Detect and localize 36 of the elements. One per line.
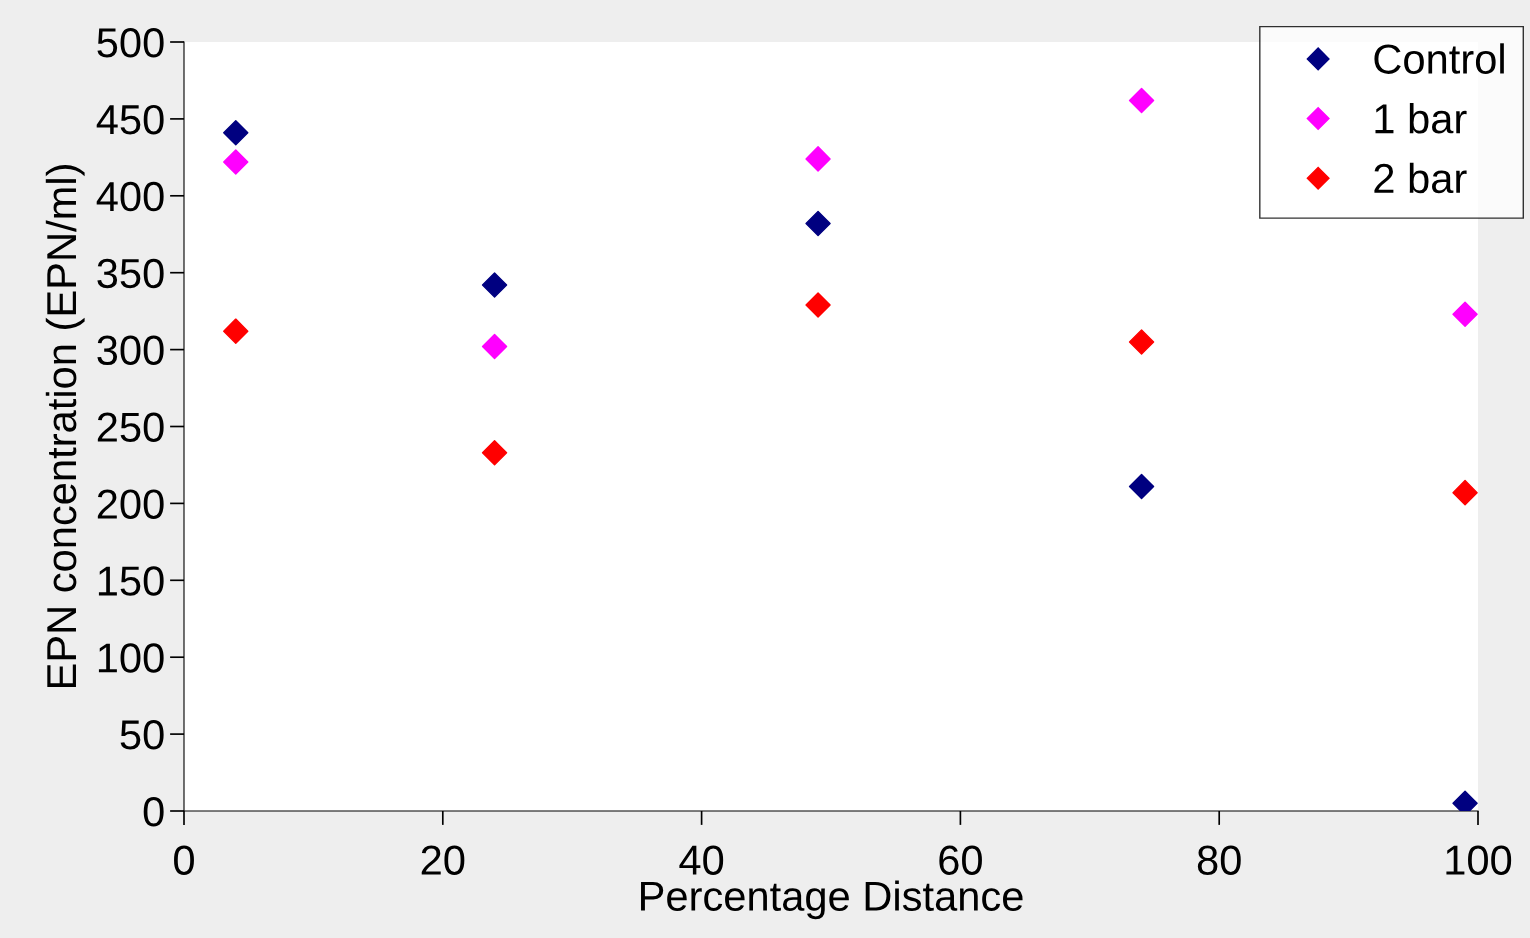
point — [1452, 479, 1478, 506]
y-tick-label: 450 — [96, 104, 164, 135]
point — [1128, 329, 1155, 355]
y-tick-label: 0 — [143, 797, 164, 827]
x-tick-label: 40 — [679, 845, 724, 875]
point — [1128, 87, 1155, 114]
x-tick-label: 80 — [1197, 845, 1241, 875]
legend-label: 1 bar — [1375, 102, 1467, 134]
point — [1128, 473, 1155, 500]
y-tick-label: 250 — [97, 412, 164, 443]
y-tick-label: 400 — [96, 181, 164, 212]
y-tick-label: 200 — [97, 489, 164, 519]
point — [223, 318, 249, 344]
point — [223, 149, 249, 175]
x-tick-label: 100 — [1446, 845, 1512, 875]
point — [223, 120, 249, 146]
y-tick-label: 350 — [97, 258, 164, 289]
y-tick-label: 150 — [98, 566, 164, 596]
x-axis-title: Percentage Distance — [641, 880, 1023, 920]
point — [481, 439, 508, 466]
legend-label: 2 bar — [1374, 162, 1467, 194]
point — [805, 146, 831, 172]
legend-label: Control — [1374, 43, 1504, 74]
point — [481, 333, 508, 360]
y-tick-label: 500 — [97, 28, 164, 58]
y-tick-label: 300 — [97, 335, 164, 366]
point — [805, 210, 831, 237]
y-axis-title: EPN concentration (EPN/ml) — [45, 165, 85, 688]
point — [805, 292, 831, 318]
x-tick-label: 20 — [421, 845, 465, 875]
x-tick-label: 60 — [939, 845, 982, 875]
point — [481, 272, 508, 298]
y-tick-label: 50 — [120, 720, 164, 750]
y-tick-label: 100 — [98, 643, 164, 673]
x-tick-label: 0 — [174, 845, 194, 875]
point — [1452, 301, 1478, 327]
